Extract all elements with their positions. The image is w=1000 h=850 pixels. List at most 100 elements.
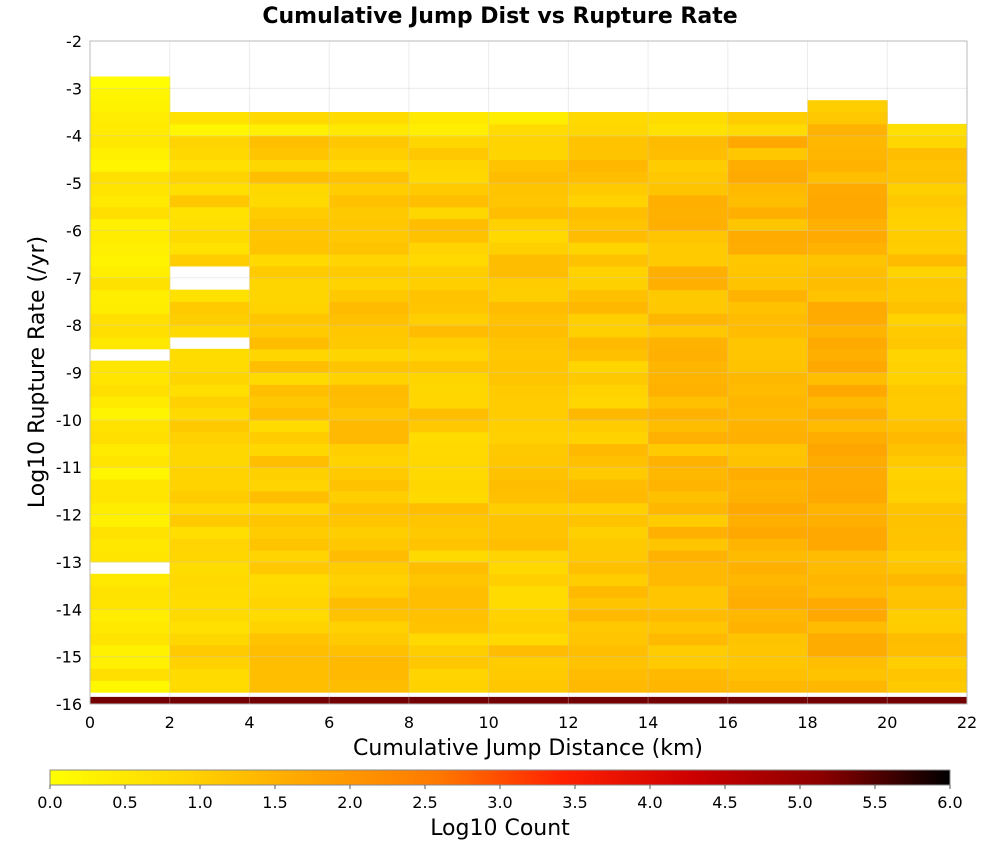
heatmap-cell: [488, 325, 569, 338]
heatmap-cell: [169, 135, 250, 149]
heatmap-cell: [408, 325, 490, 338]
heatmap-cell: [648, 656, 729, 669]
heatmap-cell: [90, 668, 171, 681]
colorbar-tick-label: 0.5: [112, 793, 137, 812]
heatmap-cell: [408, 609, 490, 622]
heatmap-cell: [408, 112, 490, 125]
x-tick-label: 12: [558, 713, 578, 732]
heatmap-cell: [648, 301, 729, 314]
heatmap-cell: [807, 336, 888, 350]
heatmap-cell: [488, 254, 569, 267]
heatmap-cell: [648, 514, 729, 527]
heatmap-cell: [568, 230, 649, 243]
heatmap-cell: [169, 680, 250, 693]
y-tick-label: -6: [66, 221, 82, 240]
heatmap-cell: [648, 313, 729, 326]
heatmap-cell: [90, 289, 171, 302]
heatmap-cell: [648, 254, 729, 267]
heatmap-cell: [568, 159, 649, 172]
heatmap-cell: [329, 123, 410, 137]
heatmap-cell: [568, 467, 649, 480]
heatmap-cell: [90, 479, 171, 492]
heatmap-cell: [887, 147, 968, 160]
heatmap-cell: [90, 183, 171, 196]
heatmap-cell: [488, 455, 569, 468]
heatmap-cell: [169, 419, 250, 433]
x-tick-label: 14: [638, 713, 658, 732]
heatmap-cell: [249, 479, 330, 492]
heatmap-cell: [90, 218, 171, 231]
heatmap-cell: [488, 644, 569, 658]
heatmap-cell: [90, 597, 171, 610]
heatmap-cell: [169, 360, 250, 373]
heatmap-cell: [169, 254, 250, 267]
heatmap-cell: [807, 242, 888, 255]
heatmap-cell: [727, 313, 809, 326]
heatmap-cell: [727, 526, 809, 539]
heatmap-cell: [648, 490, 729, 504]
heatmap-cell: [329, 597, 410, 610]
heatmap-cell: [887, 194, 968, 208]
heatmap-cell: [807, 171, 888, 184]
heatmap-cell: [90, 123, 171, 137]
heatmap-cell: [648, 194, 729, 208]
heatmap-cell: [727, 218, 809, 231]
heatmap-cell: [727, 443, 809, 456]
heatmap-cell: [727, 159, 809, 172]
heatmap-cell: [727, 254, 809, 267]
heatmap-cell: [648, 621, 729, 634]
heatmap-cell: [568, 479, 649, 492]
y-tick-label: -2: [66, 32, 82, 51]
heatmap-cell: [887, 656, 968, 669]
heatmap-cell: [568, 573, 649, 587]
x-tick-label: 20: [877, 713, 897, 732]
heatmap-cell: [568, 550, 649, 563]
heatmap-cell: [727, 561, 809, 575]
y-axis-label: Log10 Rupture Rate (/yr): [25, 236, 50, 508]
heatmap-cell: [408, 396, 490, 409]
heatmap-cell: [169, 443, 250, 456]
heatmap-cell: [90, 159, 171, 172]
heatmap-cell: [648, 443, 729, 456]
heatmap-cell: [169, 502, 250, 516]
heatmap-cell: [887, 632, 968, 646]
heatmap-cell: [727, 573, 809, 587]
heatmap-cell: [169, 147, 250, 160]
heatmap-cell: [249, 419, 330, 433]
heatmap-cell: [887, 206, 968, 220]
heatmap-cell: [648, 467, 729, 480]
heatmap-cell: [727, 538, 809, 551]
heatmap-cell: [727, 621, 809, 634]
heatmap-cell: [727, 514, 809, 527]
heatmap-cell: [90, 585, 171, 598]
y-tick-label: -4: [66, 127, 82, 146]
heatmap-cell: [807, 183, 888, 196]
heatmap-cell: [648, 206, 729, 220]
heatmap-cell: [568, 372, 649, 385]
heatmap-cell: [727, 479, 809, 492]
heatmap-cell: [249, 502, 330, 516]
chart-title: Cumulative Jump Dist vs Rupture Rate: [262, 4, 737, 29]
heatmap-cell: [807, 632, 888, 646]
heatmap-cell: [887, 526, 968, 539]
heatmap-cell: [568, 490, 649, 504]
heatmap-cell: [727, 301, 809, 314]
heatmap-cell: [329, 550, 410, 563]
heatmap-cell: [249, 538, 330, 551]
heatmap-cell: [329, 479, 410, 492]
heatmap-cell: [807, 123, 888, 137]
x-tick-label: 4: [244, 713, 254, 732]
heatmap-cell: [887, 360, 968, 373]
x-tick-label: 16: [718, 713, 738, 732]
heatmap-cell: [727, 585, 809, 598]
heatmap-cell: [169, 597, 250, 610]
heatmap-cell: [90, 396, 171, 409]
heatmap-cell: [727, 609, 809, 622]
heatmap-cell: [408, 360, 490, 373]
heatmap-cell: [648, 408, 729, 421]
heatmap-cell: [568, 597, 649, 610]
heatmap-cell: [329, 443, 410, 456]
heatmap-cell: [408, 431, 490, 445]
heatmap-cell: [727, 277, 809, 291]
heatmap-cell: [648, 147, 729, 160]
